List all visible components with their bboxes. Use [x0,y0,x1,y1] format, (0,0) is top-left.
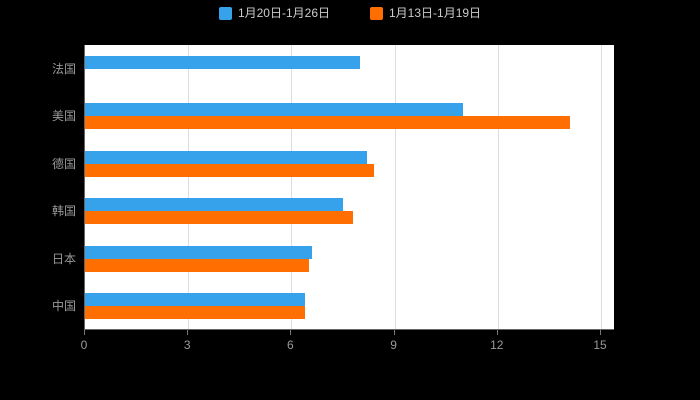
bar-blue[interactable] [85,103,463,116]
legend-swatch-blue-icon [218,6,232,20]
x-axis-tick [84,330,85,335]
y-category-label: 美国 [51,109,76,124]
x-tick-label: 3 [183,338,191,352]
gridline [601,45,602,329]
bar-orange[interactable] [85,211,353,224]
x-tick-label: 9 [390,338,397,352]
x-tick-label: 15 [593,338,607,352]
bar-orange[interactable] [85,259,309,272]
legend-item-week1[interactable]: 1月13日-1月19日 [370,6,481,20]
legend-label-week2: 1月20日-1月26日 [237,6,330,20]
x-axis-tick [496,330,498,335]
x-tick-label: 0 [80,338,88,352]
legend-label-week1: 1月13日-1月19日 [389,6,482,20]
gridline [188,45,190,329]
x-tick-label: 12 [490,338,504,352]
bar-blue[interactable] [85,246,312,259]
x-axis-tick [187,330,189,335]
bar-blue[interactable] [85,56,360,69]
y-category-label: 中国 [51,299,76,314]
y-category-label: 法国 [51,61,76,76]
gridline [394,45,396,329]
legend-swatch-orange-icon [370,6,383,20]
gridline [497,45,499,329]
y-category-label: 德国 [51,156,76,171]
bar-orange[interactable] [85,164,374,177]
y-category-label: 日本 [51,251,76,266]
legend-item-week2[interactable]: 1月20日-1月26日 [218,6,330,20]
bar-orange[interactable] [85,116,570,129]
plot-area [84,45,614,330]
x-axis-tick [600,330,601,335]
x-tick-label: 6 [287,338,294,352]
gridline [291,45,293,329]
x-axis-tick [290,330,292,335]
bar-blue[interactable] [85,293,305,306]
y-category-label: 韩国 [51,204,76,219]
bar-blue[interactable] [85,198,343,211]
legend: 1月20日-1月26日 1月13日-1月19日 [0,6,700,20]
bar-blue[interactable] [85,151,367,164]
bar-orange[interactable] [85,306,305,319]
x-axis-tick [393,330,395,335]
